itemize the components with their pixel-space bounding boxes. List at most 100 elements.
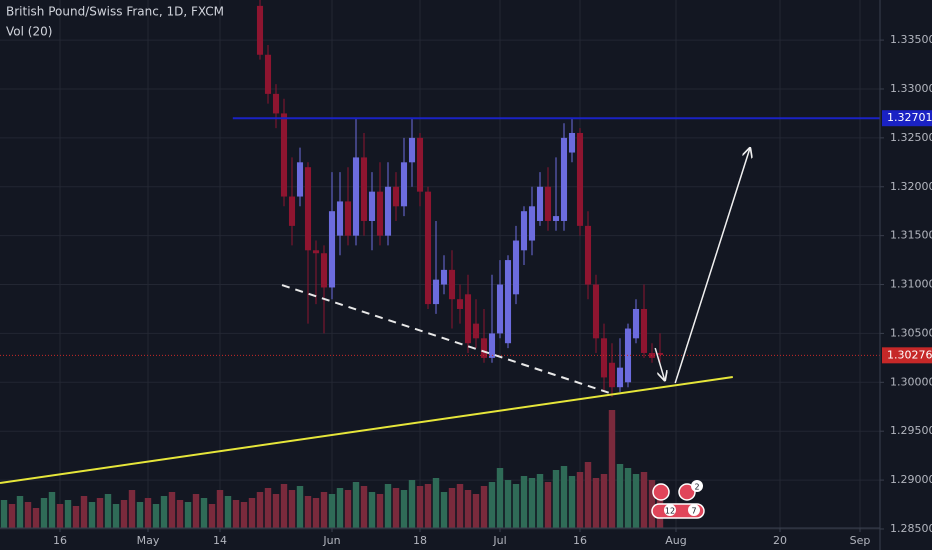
y-tick-label: 1.31000 xyxy=(890,278,932,291)
volume-bar xyxy=(528,478,536,528)
volume-bar xyxy=(568,476,576,528)
volume-bar xyxy=(440,492,448,528)
volume-bar xyxy=(176,500,184,528)
candle-body xyxy=(312,250,320,254)
indicator-label: Vol (20) xyxy=(6,25,52,39)
candle-body xyxy=(336,201,344,236)
volume-bar xyxy=(352,482,360,528)
volume-bar xyxy=(424,484,432,528)
candle-body xyxy=(640,308,648,353)
volume-bar xyxy=(416,486,424,528)
volume-bar xyxy=(96,498,104,528)
volume-bar xyxy=(88,502,96,528)
event-badge-label: 2 xyxy=(694,483,699,492)
volume-bar xyxy=(480,486,488,528)
event-badge-label: 7 xyxy=(691,507,696,516)
volume-bar xyxy=(576,472,584,528)
volume-bar xyxy=(600,474,608,528)
trend-line xyxy=(281,284,611,395)
volume-bar xyxy=(56,504,64,528)
volume-bar xyxy=(648,480,656,528)
candle-body xyxy=(256,5,264,55)
volume-bar xyxy=(368,492,376,528)
candle-body xyxy=(656,352,664,355)
x-tick-label: 20 xyxy=(773,534,787,547)
volume-bar xyxy=(304,496,312,528)
candle-body xyxy=(424,191,432,305)
volume-bar xyxy=(400,490,408,528)
y-tick-label: 1.33000 xyxy=(890,82,932,95)
volume-bar xyxy=(384,484,392,528)
volume-bar xyxy=(80,496,88,528)
candle-body xyxy=(344,201,352,236)
volume-bar xyxy=(456,484,464,528)
candle-body xyxy=(624,328,632,383)
candle-body xyxy=(488,333,496,358)
candle-body xyxy=(416,137,424,192)
volume-bar xyxy=(200,498,208,528)
candle-body xyxy=(576,132,584,226)
candle-body xyxy=(568,132,576,153)
candle-body xyxy=(400,162,408,207)
x-tick-label: Jul xyxy=(492,534,506,547)
volume-bar xyxy=(192,494,200,528)
volume-bar xyxy=(464,490,472,528)
price-label: 1.30276 xyxy=(887,348,932,361)
plot-area: 2 12 7 xyxy=(0,0,880,528)
volume-bar xyxy=(624,468,632,528)
y-tick-label: 1.31500 xyxy=(890,229,932,242)
candle-body xyxy=(328,211,336,288)
candle-body xyxy=(512,240,520,295)
volume-bar xyxy=(504,480,512,528)
volume-bar xyxy=(224,496,232,528)
volume-bar xyxy=(120,500,128,528)
volume-bar xyxy=(296,486,304,528)
volume-bar xyxy=(608,410,616,528)
price-label: 1.32701 xyxy=(887,111,932,124)
y-tick-label: 1.33500 xyxy=(890,33,932,46)
volume-bar xyxy=(392,488,400,528)
volume-bar xyxy=(136,502,144,528)
trend-line xyxy=(0,376,733,485)
volume-bar xyxy=(360,486,368,528)
candle-body xyxy=(504,260,512,344)
candle-body xyxy=(320,253,328,288)
candle-body xyxy=(520,211,528,251)
volume-bar xyxy=(488,482,496,528)
candle-body xyxy=(584,225,592,285)
candle-body xyxy=(608,362,616,388)
volume-bar xyxy=(640,472,648,528)
x-tick-label: 16 xyxy=(53,534,67,547)
grid xyxy=(0,0,880,530)
event-icon xyxy=(678,483,696,501)
volume-bar xyxy=(40,498,48,528)
x-tick-label: 18 xyxy=(413,534,427,547)
y-tick-label: 1.30500 xyxy=(890,326,932,339)
event-badge-label: 12 xyxy=(665,507,675,516)
volume-bar xyxy=(272,494,280,528)
x-tick-label: 14 xyxy=(213,534,227,547)
volume-bar xyxy=(344,490,352,528)
x-tick-label: Sep xyxy=(850,534,871,547)
volume-bar xyxy=(616,464,624,528)
volume-bar xyxy=(336,488,344,528)
candle-body xyxy=(296,162,304,197)
price-label-box xyxy=(882,110,932,127)
candle-body xyxy=(392,186,400,207)
volume-bar xyxy=(288,490,296,528)
arrow xyxy=(674,148,750,384)
y-tick-label: 1.32500 xyxy=(890,131,932,144)
y-tick-label: 1.29000 xyxy=(890,473,932,486)
candle-body xyxy=(536,186,544,221)
candle-body xyxy=(432,279,440,305)
arrow xyxy=(654,347,665,380)
volume-bar xyxy=(320,492,328,528)
volume-bar xyxy=(544,482,552,528)
volume-bar xyxy=(0,500,8,528)
candle-body xyxy=(368,191,376,221)
volume-bar xyxy=(376,494,384,528)
volume-bar xyxy=(64,500,72,528)
volume-bar xyxy=(512,484,520,528)
volume-bar xyxy=(32,508,40,528)
